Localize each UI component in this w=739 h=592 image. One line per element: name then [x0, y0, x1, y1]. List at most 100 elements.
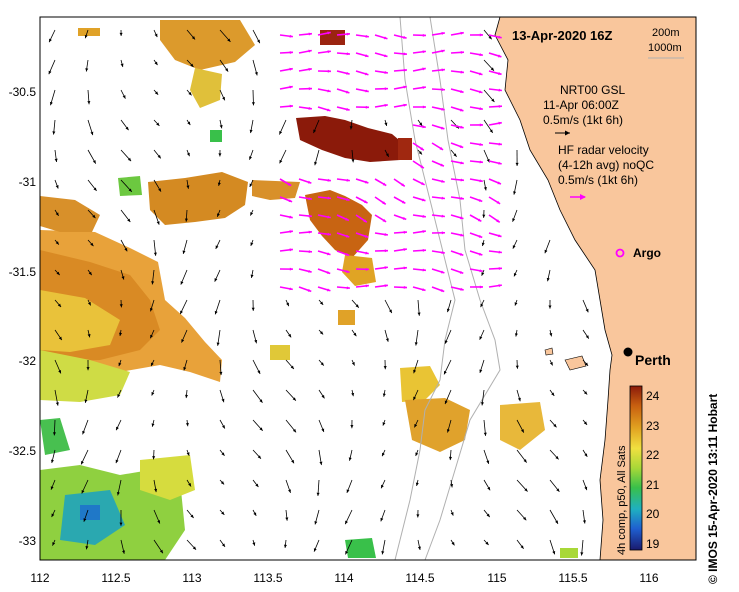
hf-vector-head: [459, 108, 464, 112]
gsl-vector-head: [90, 131, 94, 136]
hf-vector-head: [420, 147, 424, 151]
gsl-vector-head: [385, 338, 389, 342]
gsl-vector-head: [120, 63, 124, 67]
hf-vector-head: [498, 142, 502, 146]
hf-vector-head: [384, 87, 388, 91]
gsl-vector-head: [186, 452, 190, 456]
gsl-vector-head: [555, 456, 559, 460]
hf-vector-head: [441, 107, 445, 111]
gsl-vector-head: [523, 459, 527, 463]
gsl-vector-head: [583, 391, 588, 395]
hf-vector-head: [384, 284, 388, 288]
hf-vector-head: [308, 197, 312, 201]
gsl-vector-head: [520, 429, 524, 433]
gsl-vector-head: [448, 456, 452, 461]
hf-vector-head: [401, 183, 405, 187]
hf-vector-head: [345, 252, 350, 256]
hf-vector-head: [308, 87, 312, 91]
gsl-vector-head: [83, 518, 87, 522]
gsl-vector-head: [124, 247, 128, 252]
gsl-vector-head: [489, 129, 493, 133]
isobath-label-200: 200m: [652, 27, 680, 39]
gsl-vector-head: [444, 340, 448, 344]
gsl-vector-head: [188, 91, 192, 96]
gsl-vector-head: [153, 252, 157, 256]
gsl-vector-head: [183, 367, 187, 371]
gsl-vector-head: [85, 546, 89, 550]
hf-vector-head: [441, 214, 445, 218]
hf-vector-head: [308, 230, 312, 234]
gsl-vector-head: [288, 333, 292, 338]
y-tick-label: -31: [19, 175, 37, 189]
hf-vector-head: [345, 90, 350, 94]
hf-vector-head: [479, 160, 483, 164]
gsl-vector-head: [221, 425, 225, 429]
gsl-vector-head: [481, 272, 485, 276]
gsl-vector-head: [51, 459, 54, 464]
gsl-vector-head: [218, 153, 222, 157]
gsl-vector-head: [81, 490, 85, 494]
hf-vector-head: [422, 248, 426, 252]
gsl-vector-head: [119, 32, 123, 37]
gsl-vector-head: [190, 514, 194, 518]
hf-vector-head: [346, 270, 350, 273]
hf-vector-head: [384, 103, 388, 107]
gsl-vector-head: [184, 394, 189, 399]
gsl-vector-head: [93, 187, 97, 191]
hf-vector-head: [422, 50, 426, 54]
gsl-vector-head: [180, 281, 184, 285]
hf-vector-head: [289, 230, 293, 234]
hf-vector-head: [327, 196, 331, 200]
hf-vector-head: [308, 250, 312, 254]
gsl-vector-head: [117, 394, 121, 398]
gsl-vector-head: [249, 183, 253, 187]
gsl-vector-head: [250, 242, 254, 246]
gsl-vector-head: [585, 308, 589, 313]
hf-vector-head: [327, 31, 331, 35]
hf-vector-head: [479, 107, 483, 111]
gsl-vector-head: [584, 453, 588, 457]
gsl-vector-head: [259, 427, 263, 431]
hf-vector-head: [289, 287, 293, 291]
hf-vector-head: [498, 88, 502, 92]
gsl-vector-head: [314, 161, 318, 166]
gsl-vector-head: [446, 429, 450, 433]
gsl-vector-head: [382, 422, 386, 426]
gsl-vector-head: [515, 162, 519, 166]
gsl-vector-head: [151, 362, 154, 367]
hf-vector-head: [345, 234, 350, 238]
gsl-vector-head: [583, 421, 588, 425]
gsl-vector-head: [482, 214, 486, 218]
gsl-vector-head: [185, 422, 189, 427]
gsl-vector-head: [314, 521, 318, 525]
gsl-vector-head: [551, 392, 555, 396]
gsl-vector-head: [158, 188, 162, 192]
gsl-vector-head: [491, 98, 495, 103]
gsl-vector-head: [514, 302, 518, 306]
hf-vector-head: [364, 180, 369, 184]
hf-vector-head: [422, 67, 426, 71]
hf-legend-line2: (4-12h avg) noQC: [558, 158, 654, 172]
hf-vector-head: [307, 180, 312, 184]
gsl-vector-head: [415, 452, 419, 456]
hf-vector-head: [441, 49, 445, 53]
colorbar-tick: 24: [646, 389, 660, 403]
hf-vector-head: [308, 106, 312, 110]
gsl-vector-head: [186, 152, 190, 157]
gsl-vector-head: [125, 126, 129, 131]
hf-vector-head: [479, 269, 483, 273]
gsl-vector-head: [227, 38, 231, 42]
gsl-vector-head: [450, 484, 454, 488]
hf-vector-head: [498, 234, 502, 238]
x-tick-label: 114: [334, 571, 353, 585]
colorbar-tick: 23: [646, 419, 660, 433]
gsl-vector-head: [446, 308, 450, 313]
gsl-vector-head: [182, 250, 186, 254]
gsl-scale-arrowhead: [565, 130, 570, 136]
gsl-vector-head: [254, 71, 258, 76]
hf-vector-head: [441, 68, 445, 72]
hf-vector-head: [459, 252, 464, 256]
gsl-vector-head: [221, 452, 225, 456]
gsl-vector-head: [549, 332, 553, 337]
gsl-vector-head: [192, 546, 197, 550]
